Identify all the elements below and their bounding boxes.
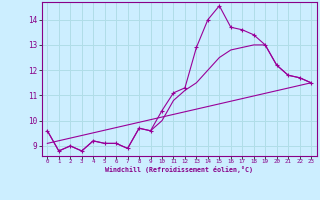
X-axis label: Windchill (Refroidissement éolien,°C): Windchill (Refroidissement éolien,°C) [105,166,253,173]
